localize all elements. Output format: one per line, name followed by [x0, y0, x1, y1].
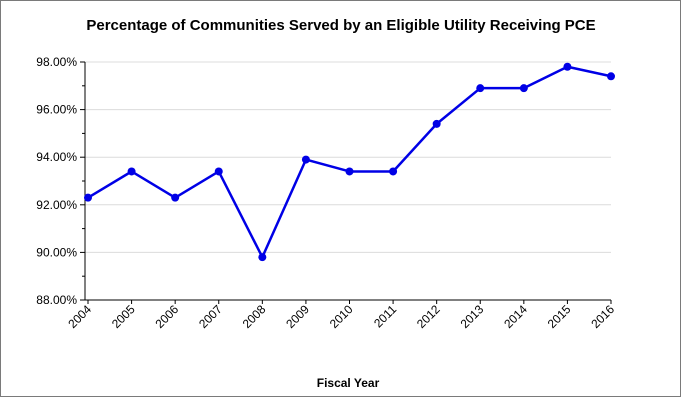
data-point: [127, 167, 136, 176]
y-tick-label: 98.00%: [36, 55, 77, 69]
data-point: [84, 193, 92, 202]
x-tick-label: 2007: [196, 302, 225, 331]
x-tick-label: 2006: [153, 302, 182, 331]
data-point: [171, 193, 180, 202]
data-point: [389, 167, 398, 176]
data-point: [476, 84, 485, 93]
x-tick-label: 2008: [240, 302, 269, 331]
x-tick-label: 2015: [545, 302, 574, 331]
x-tick-label: 2012: [414, 302, 443, 331]
y-tick-label: 88.00%: [36, 293, 77, 307]
series-line: [87, 65, 612, 259]
chart-title: Percentage of Communities Served by an E…: [86, 17, 595, 34]
x-tick-label: 2009: [283, 302, 312, 331]
x-axis-ticks: 2004 2005 2006 2007 2008 2009 2010 2011 2012 2013…: [65, 300, 617, 331]
data-point: [432, 119, 441, 128]
axes: [84, 62, 611, 301]
data-point: [345, 167, 354, 176]
data-point: [258, 253, 267, 262]
data-point: [607, 72, 615, 81]
y-tick-label: 90.00%: [36, 245, 77, 259]
y-axis-ticks: 88.00% 90.00% 92.00% 94.00% 96.00% 98.00%: [36, 55, 85, 307]
x-tick-label: 2005: [109, 302, 138, 331]
x-tick-label: 2013: [458, 302, 487, 331]
y-tick-label: 92.00%: [36, 198, 77, 212]
data-point: [301, 155, 310, 164]
y-tick-label: 96.00%: [36, 103, 77, 117]
series-group: [84, 62, 615, 262]
x-tick-label: 2016: [588, 302, 617, 331]
data-point: [519, 84, 528, 93]
data-point: [563, 62, 572, 71]
x-tick-label: 2010: [327, 302, 356, 331]
data-point: [214, 167, 223, 176]
x-axis-label: Fiscal Year: [317, 376, 380, 390]
x-tick-label: 2011: [371, 302, 399, 330]
x-tick-label: 2014: [501, 302, 530, 331]
grid-lines: [85, 61, 611, 253]
y-tick-label: 94.00%: [36, 150, 77, 164]
